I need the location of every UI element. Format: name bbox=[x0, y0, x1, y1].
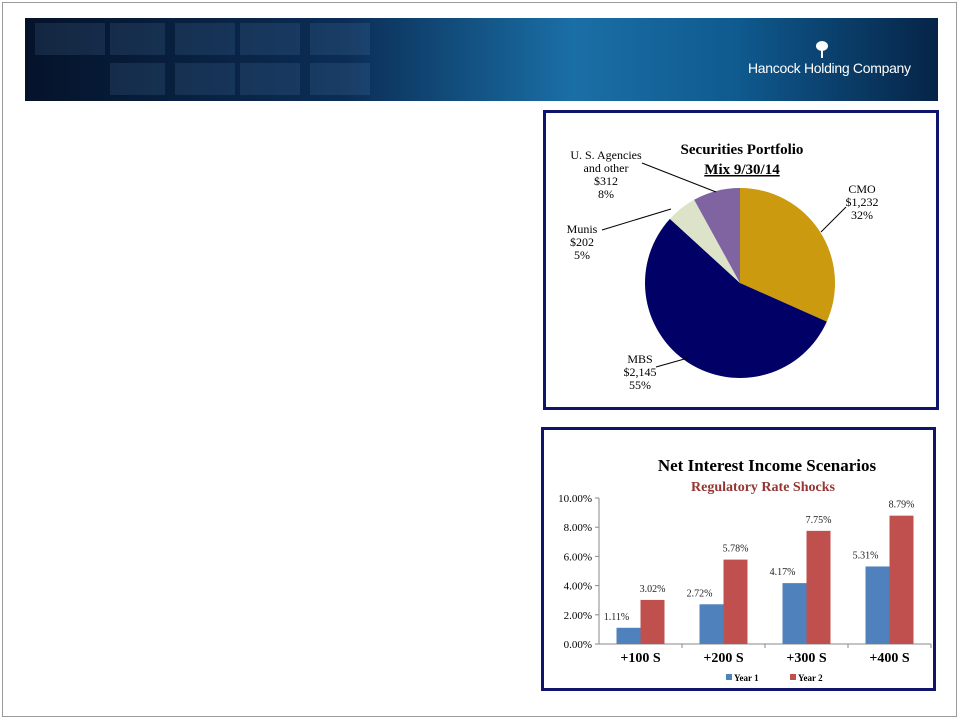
pie-label: MBS bbox=[627, 352, 652, 366]
pie-title: Securities Portfolio bbox=[681, 142, 804, 158]
bar-year-2 bbox=[723, 559, 748, 644]
leader-line-2 bbox=[601, 208, 672, 231]
x-tick-label: +200 S bbox=[703, 651, 743, 666]
bar-chart-panel: Net Interest Income Scenarios Regulatory … bbox=[541, 427, 936, 691]
data-label: 1.11% bbox=[604, 612, 629, 623]
pie-label: Munis bbox=[567, 222, 598, 236]
y-tick-label: 4.00% bbox=[564, 581, 592, 593]
legend-swatch bbox=[726, 674, 732, 680]
pie-label: and other bbox=[584, 161, 629, 175]
bar-year-2 bbox=[806, 530, 831, 644]
pie-label: $202 bbox=[570, 235, 594, 249]
legend-label: Year 2 bbox=[798, 673, 823, 683]
pie-label: 8% bbox=[598, 187, 614, 201]
x-tick-label: +100 S bbox=[620, 651, 660, 666]
leader-line-0 bbox=[820, 206, 847, 233]
nii-bar-chart: Net Interest Income Scenarios Regulatory … bbox=[558, 456, 932, 683]
data-label: 4.17% bbox=[770, 567, 796, 578]
leader-line-1 bbox=[655, 357, 689, 368]
leader-line-3 bbox=[641, 162, 717, 193]
y-tick-label: 10.00% bbox=[558, 493, 592, 505]
pie-label: U. S. Agencies bbox=[570, 148, 642, 162]
pie-slice-3 bbox=[694, 188, 740, 283]
legend-swatch bbox=[790, 674, 796, 680]
pie-subtitle: Mix 9/30/14 bbox=[704, 162, 780, 178]
pie-label: $2,145 bbox=[624, 365, 657, 379]
pie-label: 32% bbox=[851, 208, 873, 222]
data-label: 3.02% bbox=[640, 584, 666, 595]
y-tick-label: 0.00% bbox=[564, 639, 592, 651]
header-banner bbox=[25, 18, 938, 101]
y-tick-label: 8.00% bbox=[564, 522, 592, 534]
bar-title: Net Interest Income Scenarios bbox=[658, 456, 877, 475]
palm-tree-logo-icon bbox=[816, 41, 828, 58]
company-logo-text: Hancock Holding Company bbox=[748, 60, 911, 76]
bar-year-1 bbox=[865, 566, 890, 644]
securities-pie-chart: Securities Portfolio Mix 9/30/14 CMO$1,232… bbox=[567, 142, 879, 392]
y-tick-label: 6.00% bbox=[564, 551, 592, 563]
bar-year-1 bbox=[616, 627, 641, 644]
bar-subtitle: Regulatory Rate Shocks bbox=[691, 480, 835, 495]
bar-year-2 bbox=[889, 515, 914, 644]
pie-label: 5% bbox=[574, 248, 590, 262]
pie-slice-0 bbox=[740, 188, 835, 322]
pie-chart-panel: Securities Portfolio Mix 9/30/14 CMO $1,232… bbox=[543, 110, 939, 410]
x-tick-label: +300 S bbox=[786, 651, 826, 666]
y-tick-label: 2.00% bbox=[564, 610, 592, 622]
pie-label: $312 bbox=[594, 174, 618, 188]
data-label: 8.79% bbox=[889, 500, 915, 511]
pie-slice-1 bbox=[645, 218, 827, 379]
data-label: 2.72% bbox=[687, 588, 713, 599]
pie-label: $1,232 bbox=[846, 195, 879, 209]
pie-slice-2 bbox=[669, 199, 740, 283]
data-label: 5.78% bbox=[723, 544, 749, 555]
x-tick-label: +400 S bbox=[869, 651, 909, 666]
data-label: 5.31% bbox=[853, 550, 879, 561]
pie-label: 55% bbox=[629, 378, 651, 392]
bar-year-1 bbox=[699, 604, 724, 644]
pie-label: CMO bbox=[848, 182, 876, 196]
bar-year-1 bbox=[782, 583, 807, 644]
legend-label: Year 1 bbox=[734, 673, 759, 683]
data-label: 7.75% bbox=[806, 515, 832, 526]
bar-year-2 bbox=[640, 599, 665, 644]
